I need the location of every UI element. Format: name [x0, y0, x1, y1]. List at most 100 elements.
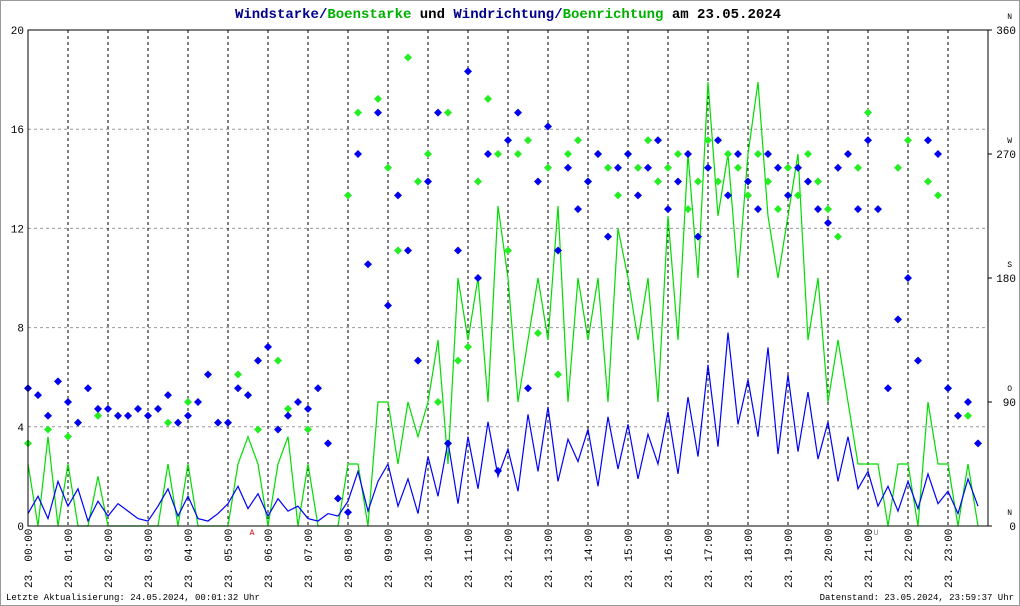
- direction-point: [824, 218, 832, 227]
- direction-point: [434, 108, 442, 117]
- direction-point: [334, 494, 342, 503]
- direction-point: [854, 163, 862, 172]
- direction-point: [574, 205, 582, 214]
- direction-point: [754, 205, 762, 214]
- direction-point: [864, 108, 872, 117]
- direction-point: [424, 177, 432, 186]
- direction-point: [404, 246, 412, 255]
- direction-point: [444, 439, 452, 448]
- direction-point: [684, 150, 692, 158]
- direction-point: [394, 246, 402, 255]
- direction-point: [314, 384, 322, 393]
- direction-point: [94, 411, 102, 420]
- x-tick-label: 23. 10:00: [424, 529, 436, 588]
- y2-tick-label: 360: [996, 26, 1016, 38]
- direction-point: [814, 177, 822, 186]
- footer-right: Datenstand: 23.05.2024, 23:59:37 Uhr: [820, 593, 1014, 603]
- direction-point: [524, 136, 532, 145]
- direction-point: [484, 94, 492, 103]
- direction-point: [234, 384, 242, 393]
- direction-point: [364, 260, 372, 269]
- plot-border: [27, 29, 989, 527]
- direction-point: [664, 163, 672, 172]
- direction-point: [934, 191, 942, 200]
- direction-point: [554, 370, 562, 379]
- direction-point: [234, 370, 242, 379]
- direction-point: [624, 150, 632, 158]
- direction-point: [654, 136, 662, 145]
- direction-point: [64, 398, 72, 406]
- annotation: A: [250, 529, 255, 538]
- x-tick-label: 23. 15:00: [624, 529, 636, 588]
- x-tick-label: 23. 04:00: [184, 529, 196, 588]
- x-tick-label: 23. 06:00: [264, 529, 276, 588]
- x-tick-label: 23. 09:00: [384, 529, 396, 588]
- direction-point: [74, 418, 82, 427]
- x-tick-label: 23. 21:00: [864, 529, 876, 588]
- direction-point: [264, 342, 272, 351]
- direction-point: [954, 411, 962, 420]
- direction-point: [734, 163, 742, 172]
- direction-point: [754, 150, 762, 158]
- direction-point: [304, 404, 312, 413]
- direction-point: [474, 177, 482, 186]
- direction-point: [354, 150, 362, 158]
- direction-point: [244, 391, 252, 400]
- direction-point: [784, 191, 792, 200]
- direction-point: [484, 150, 492, 158]
- direction-point: [694, 232, 702, 241]
- direction-point: [254, 356, 262, 365]
- x-tick-label: 23. 02:00: [104, 529, 116, 588]
- direction-point: [474, 274, 482, 282]
- x-tick-label: 23. 07:00: [304, 529, 316, 588]
- direction-point: [594, 150, 602, 158]
- direction-point: [794, 191, 802, 200]
- direction-point: [464, 342, 472, 351]
- x-tick-label: 23. 05:00: [224, 529, 236, 588]
- direction-point: [824, 205, 832, 214]
- direction-point: [344, 508, 352, 517]
- x-tick-label: 23. 11:00: [464, 529, 476, 588]
- x-tick-label: 23. 18:00: [744, 529, 756, 588]
- direction-point: [854, 205, 862, 214]
- direction-point: [894, 163, 902, 172]
- direction-point: [964, 398, 972, 406]
- direction-point: [274, 356, 282, 365]
- direction-point: [44, 411, 52, 420]
- direction-point: [614, 191, 622, 200]
- y-tick-label: 0: [17, 522, 24, 534]
- direction-point: [604, 163, 612, 172]
- direction-point: [514, 108, 522, 117]
- direction-point: [174, 418, 182, 427]
- direction-point: [904, 274, 912, 282]
- direction-point: [904, 136, 912, 145]
- direction-point: [444, 108, 452, 117]
- direction-point: [724, 191, 732, 200]
- direction-point: [894, 315, 902, 324]
- direction-point: [154, 404, 162, 413]
- direction-point: [274, 425, 282, 434]
- direction-point: [764, 150, 772, 158]
- direction-point: [774, 163, 782, 172]
- direction-point: [734, 150, 742, 158]
- direction-point: [454, 356, 462, 365]
- direction-point: [564, 150, 572, 158]
- direction-point: [634, 191, 642, 200]
- direction-point: [714, 136, 722, 145]
- direction-point: [134, 404, 142, 413]
- direction-point: [394, 191, 402, 200]
- direction-point: [874, 205, 882, 214]
- y-tick-label: 4: [17, 423, 24, 435]
- direction-point: [254, 425, 262, 434]
- title-part: Windstarke/: [235, 7, 327, 23]
- direction-point: [424, 150, 432, 158]
- direction-point: [94, 404, 102, 413]
- direction-point: [214, 418, 222, 427]
- direction-point: [884, 384, 892, 393]
- direction-point: [184, 398, 192, 406]
- direction-point: [164, 391, 172, 400]
- y2-tick-label: 180: [996, 274, 1016, 286]
- direction-point: [634, 163, 642, 172]
